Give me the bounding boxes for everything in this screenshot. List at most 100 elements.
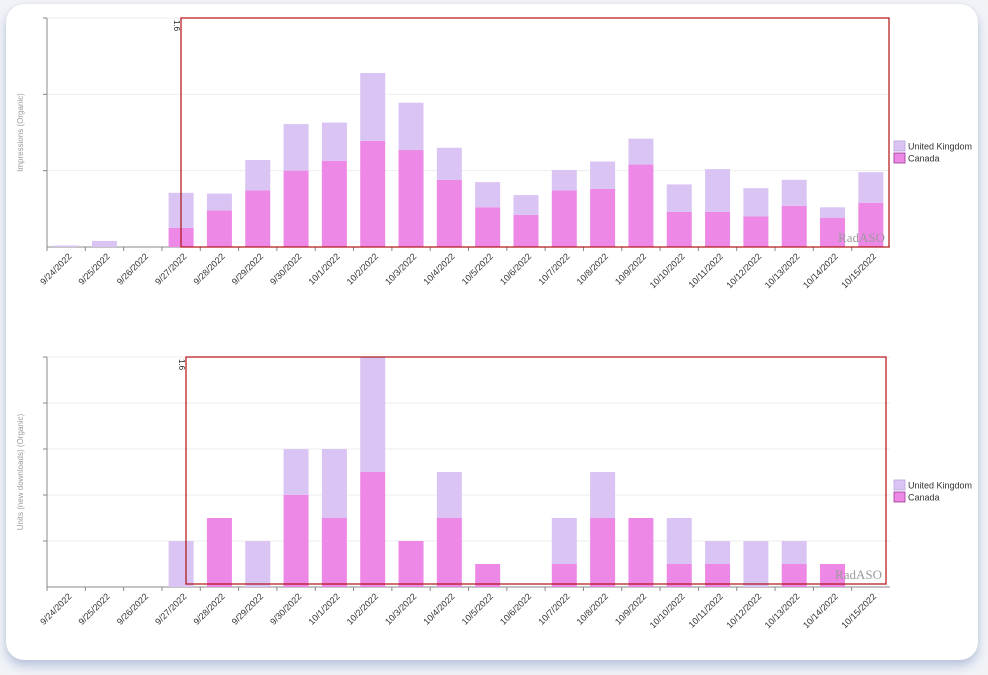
chart2-x-tick-label-18: 10/12/2022 (724, 591, 763, 630)
chart2-x-tick-label-19: 10/13/2022 (763, 591, 802, 630)
chart2-bar-united-kingdom-7 (321, 449, 347, 518)
chart1-bar-canada-16 (666, 211, 692, 247)
chart2-bar-canada-9 (398, 541, 424, 587)
chart1-y-axis-label: Impressions (Organic) (16, 93, 25, 172)
chart2-bar-united-kingdom-13 (551, 518, 577, 564)
chart2-bar-canada-16 (666, 564, 692, 587)
chart1-x-tick-label-21: 10/15/2022 (839, 251, 878, 290)
chart2-bar-canada-19 (781, 564, 807, 587)
chart2-x-tick-label-2: 9/26/2022 (115, 591, 150, 626)
chart1-bar-canada-21 (858, 202, 884, 247)
chart1-bar-canada-10 (436, 179, 462, 247)
chart2-x-tick-label-7: 10/1/2022 (306, 591, 341, 626)
chart2-bar-united-kingdom-10 (436, 472, 462, 518)
chart2-legend-label-canada: Canada (908, 493, 940, 503)
chart2-bar-canada-6 (283, 495, 309, 587)
chart1-x-tick-label-7: 10/1/2022 (306, 251, 341, 286)
chart1-bar-united-kingdom-19 (781, 179, 807, 206)
chart1-x-tick-label-8: 10/2/2022 (345, 251, 380, 286)
chart2-bar-canada-11 (475, 564, 501, 587)
chart2-x-tick-label-8: 10/2/2022 (345, 591, 380, 626)
chart1-bar-united-kingdom-18 (743, 188, 769, 217)
chart1-x-tick-label-1: 9/25/2022 (77, 251, 112, 286)
chart2-y-axis-label: Units (new downloads) (Organic) (16, 413, 25, 530)
chart1-x-tick-label-18: 10/12/2022 (724, 251, 763, 290)
chart1-x-tick-label-4: 9/28/2022 (191, 251, 226, 286)
chart1-bar-united-kingdom-8 (360, 72, 386, 141)
chart1-x-tick-label-13: 10/7/2022 (536, 251, 571, 286)
chart1-bar-canada-8 (360, 140, 386, 247)
chart1-x-tick-label-10: 10/4/2022 (421, 251, 456, 286)
chart2-bar-united-kingdom-19 (781, 541, 807, 564)
chart2-bar-united-kingdom-5 (245, 541, 271, 587)
chart2-x-tick-label-1: 9/25/2022 (77, 591, 112, 626)
chart1-bar-canada-18 (743, 216, 769, 247)
chart1-bar-united-kingdom-20 (820, 207, 846, 218)
chart1-bar-canada-6 (283, 170, 309, 247)
chart2-bar-canada-15 (628, 518, 654, 587)
chart1-bar-canada-4 (206, 210, 232, 247)
chart1-bar-canada-5 (245, 190, 271, 247)
chart1-watermark: RadASO (838, 230, 885, 245)
chart1-bar-united-kingdom-0 (53, 245, 79, 247)
chart2-x-tick-label-5: 9/29/2022 (230, 591, 265, 626)
chart2-x-tick-label-4: 9/28/2022 (191, 591, 226, 626)
chart1-bar-canada-14 (590, 188, 616, 247)
chart1-bar-canada-11 (475, 207, 501, 247)
chart1-bar-canada-19 (781, 205, 807, 247)
chart1-bar-united-kingdom-17 (705, 169, 731, 212)
chart1-bar-united-kingdom-9 (398, 102, 424, 151)
chart1-x-tick-label-19: 10/13/2022 (763, 251, 802, 290)
chart1-highlight-box (180, 17, 890, 248)
chart2-x-tick-label-20: 10/14/2022 (801, 591, 840, 630)
chart1-bar-canada-20 (820, 217, 846, 247)
chart2-x-tick-label-16: 10/10/2022 (648, 591, 687, 630)
chart1-x-tick-label-0: 9/24/2022 (38, 251, 73, 286)
chart1-bar-united-kingdom-14 (590, 161, 616, 189)
chart2-x-tick-label-17: 10/11/2022 (687, 591, 725, 629)
chart1-bar-united-kingdom-11 (475, 182, 501, 208)
chart1-x-tick-label-17: 10/11/2022 (687, 251, 725, 289)
chart1-annotation-label: 1.6 (172, 20, 181, 32)
chart2-bar-united-kingdom-17 (705, 541, 731, 564)
chart2-bar-canada-8 (360, 472, 386, 587)
chart1-x-tick-label-15: 10/9/2022 (613, 251, 648, 286)
chart1-bar-canada-17 (705, 211, 731, 247)
chart2-bar-canada-14 (590, 518, 616, 587)
chart1-bar-canada-9 (398, 150, 424, 247)
chart1-x-tick-label-11: 10/5/2022 (460, 251, 495, 286)
chart2-x-tick-label-9: 10/3/2022 (383, 591, 418, 626)
chart1-bar-united-kingdom-16 (666, 184, 692, 212)
chart2-bar-canada-7 (321, 518, 347, 587)
chart1-bar-canada-13 (551, 190, 577, 247)
chart2-x-tick-label-14: 10/8/2022 (575, 591, 610, 626)
chart2-bar-canada-13 (551, 564, 577, 587)
chart2-bar-canada-10 (436, 518, 462, 587)
chart2-bar-united-kingdom-16 (666, 518, 692, 564)
chart2-x-tick-label-21: 10/15/2022 (839, 591, 878, 630)
chart2-x-tick-label-15: 10/9/2022 (613, 591, 648, 626)
chart2-bar-united-kingdom-8 (360, 357, 386, 472)
chart1-legend-label-canada: Canada (908, 154, 940, 164)
chart1-bar-united-kingdom-1 (91, 240, 117, 247)
chart1-x-tick-label-5: 9/29/2022 (230, 251, 265, 286)
chart2-bar-canada-20 (820, 564, 846, 587)
chart1-bar-united-kingdom-12 (513, 195, 539, 215)
chart1-legend-label-united-kingdom: United Kingdom (908, 142, 972, 152)
chart1-bar-canada-7 (321, 160, 347, 247)
chart1-x-tick-label-2: 9/26/2022 (115, 251, 150, 286)
chart1-x-tick-label-16: 10/10/2022 (648, 251, 687, 290)
chart1-bar-united-kingdom-21 (858, 172, 884, 203)
chart2-bar-united-kingdom-18 (743, 541, 769, 587)
chart1-x-tick-label-20: 10/14/2022 (801, 251, 840, 290)
chart1-legend-swatch-canada (893, 152, 906, 164)
chart2-x-tick-label-6: 9/30/2022 (268, 591, 303, 626)
chart1-bar-united-kingdom-5 (245, 159, 271, 191)
chart2-x-tick-label-0: 9/24/2022 (38, 591, 73, 626)
chart2-x-tick-label-12: 10/6/2022 (498, 591, 533, 626)
chart1-x-tick-label-3: 9/27/2022 (153, 251, 188, 286)
chart2-highlight-box (185, 356, 887, 585)
chart2-legend-swatch-united-kingdom (893, 479, 906, 491)
chart2-watermark: RadASO (835, 567, 882, 582)
